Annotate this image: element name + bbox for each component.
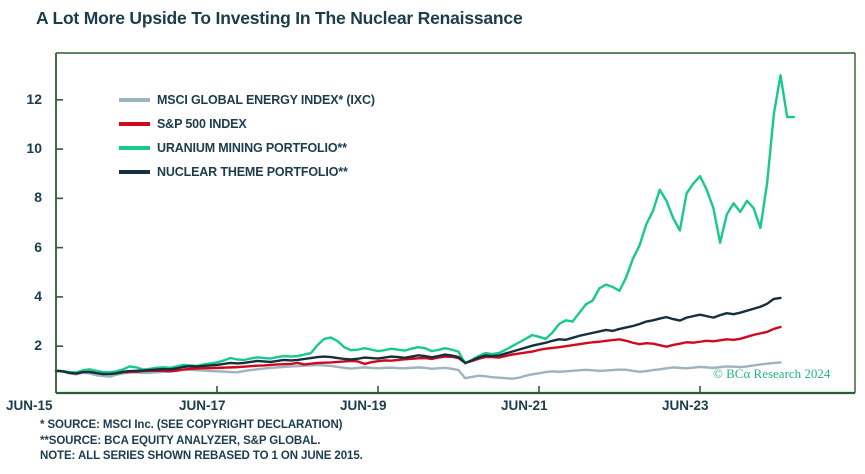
- y-tick-label: 4: [34, 287, 42, 304]
- x-tick-label: JUN-21: [501, 398, 548, 413]
- footnote-line: * SOURCE: MSCI Inc. (SEE COPYRIGHT DECLA…: [40, 419, 343, 431]
- legend-item-label: MSCI GLOBAL ENERGY INDEX* (IXC): [157, 93, 375, 107]
- x-tick-label: JUN-23: [662, 398, 709, 413]
- x-tick-label: JUN-15: [6, 398, 53, 413]
- legend-color-swatch: [119, 170, 150, 174]
- series-line: [54, 296, 782, 376]
- footnote-line: **SOURCE: BCA EQUITY ANALYZER, S&P GLOBA…: [40, 434, 321, 447]
- y-tick-label: 8: [34, 189, 42, 206]
- copyright-notice: © BCα Research 2024: [713, 366, 831, 381]
- x-tick-label: JUN-19: [340, 398, 387, 413]
- legend-item-label: S&P 500 INDEX: [157, 117, 247, 131]
- legend-color-swatch: [119, 122, 150, 126]
- series-group: [54, 73, 796, 380]
- legend-item-uranium: URANIUM MINING PORTFOLIO**: [119, 136, 375, 160]
- axis-frame: [55, 52, 856, 395]
- legend-color-swatch: [119, 146, 150, 150]
- chart-legend: MSCI GLOBAL ENERGY INDEX* (IXC) S&P 500 I…: [119, 88, 375, 184]
- legend-color-swatch: [119, 98, 150, 102]
- legend-item-label: URANIUM MINING PORTFOLIO**: [157, 141, 347, 155]
- y-tick-label: 10: [26, 140, 42, 157]
- series-line: [54, 325, 782, 375]
- series-line: [54, 73, 796, 374]
- axis-ticks: [56, 99, 701, 393]
- y-tick-label: 12: [26, 90, 42, 107]
- legend-item-nuclear: NUCLEAR THEME PORTFOLIO**: [119, 160, 375, 184]
- y-tick-label: 6: [34, 238, 42, 255]
- legend-item-msci_energy: MSCI GLOBAL ENERGY INDEX* (IXC): [119, 88, 375, 112]
- x-tick-label: JUN-17: [179, 398, 226, 413]
- legend-item-label: NUCLEAR THEME PORTFOLIO**: [157, 165, 348, 179]
- page-title: A Lot More Upside To Investing In The Nu…: [36, 8, 523, 28]
- footnotes: * SOURCE: MSCI Inc. (SEE COPYRIGHT DECLA…: [40, 418, 363, 465]
- legend-item-sp500: S&P 500 INDEX: [119, 112, 375, 136]
- y-tick-label: 2: [34, 337, 42, 354]
- footnote-line: NOTE: ALL SERIES SHOWN REBASED TO 1 ON J…: [40, 450, 363, 462]
